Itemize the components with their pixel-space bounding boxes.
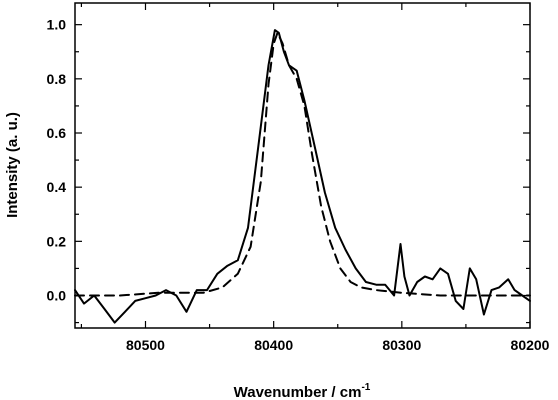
y-axis-title: Intensity (a. u.) [4, 112, 21, 218]
y-tick-label: 0.0 [47, 288, 67, 304]
series-lines [74, 29, 531, 324]
series-dashed-line [74, 31, 531, 297]
x-tick-label: 80400 [254, 337, 293, 353]
plot-area: 80500 80400 80300 80200 0.0 0.2 0.4 0.6 0.8 1.0 [47, 2, 550, 353]
x-tick-label: 80300 [382, 337, 421, 353]
plot-frame [74, 2, 531, 329]
y-tick-label: 0.4 [47, 179, 67, 195]
y-tick-label: 0.6 [47, 125, 67, 141]
x-tick-labels: 80500 80400 80300 80200 [126, 337, 550, 353]
x-tick-label: 80200 [511, 337, 550, 353]
y-tick-marks [75, 24, 530, 324]
x-axis-title: Wavenumber / cm-1 [234, 382, 371, 400]
x-tick-label: 80500 [126, 337, 165, 353]
x-axis-title-text: Wavenumber / cm [234, 384, 362, 400]
x-axis-title-superscript: -1 [361, 382, 370, 393]
y-tick-label: 1.0 [47, 17, 67, 33]
y-tick-label: 0.8 [47, 71, 67, 87]
x-tick-marks [80, 3, 531, 328]
y-tick-labels: 0.0 0.2 0.4 0.6 0.8 1.0 [47, 17, 67, 304]
series-solid-line [74, 29, 531, 324]
y-tick-label: 0.2 [47, 233, 67, 249]
